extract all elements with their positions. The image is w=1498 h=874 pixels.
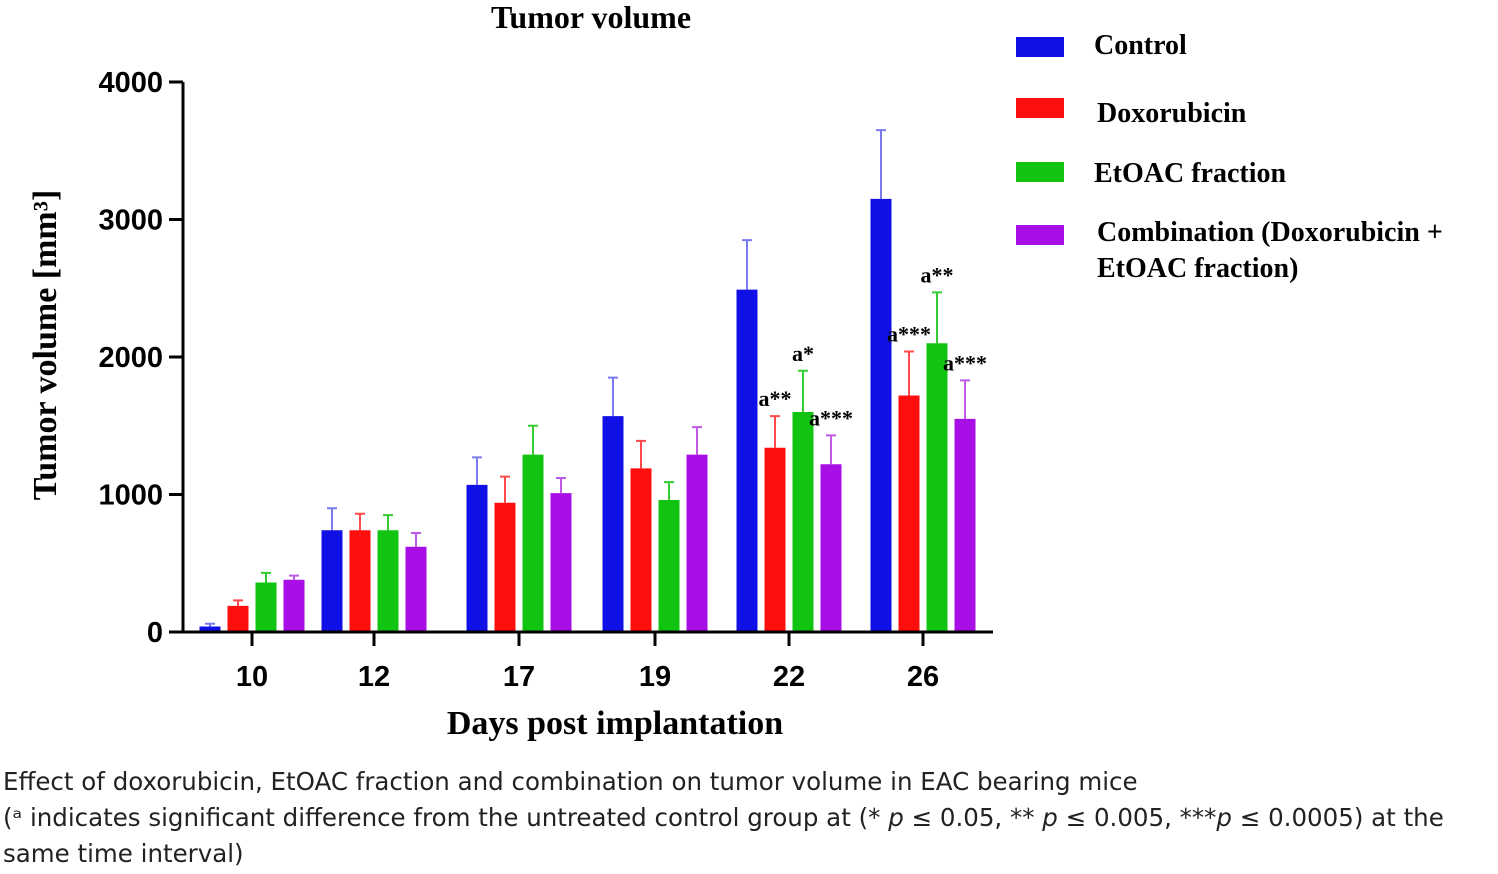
y-tick-label-1000: 1000: [98, 480, 163, 512]
bar-combination-doxorubicin-etoac-fraction-day-17: [550, 493, 572, 632]
caption-p-symbol-3: p: [1216, 803, 1232, 832]
bar-combination-doxorubicin-etoac-fraction-day-22: [820, 464, 842, 632]
bar-combination-doxorubicin-etoac-fraction-day-10: [283, 579, 305, 632]
caption-line-3: same time interval): [3, 839, 244, 868]
caption-line-2-part-b: ≤ 0.05, **: [903, 803, 1043, 832]
caption-p-symbol-1: p: [888, 803, 904, 832]
y-axis-label: Tumor volume [mm³]: [27, 190, 64, 501]
caption-p-symbol-2: p: [1042, 803, 1058, 832]
bar-doxorubicin-day-17: [494, 502, 516, 632]
bar-etoac-fraction-day-26: [926, 343, 948, 632]
bar-control-day-26: [870, 198, 892, 632]
bar-etoac-fraction-day-17: [522, 454, 544, 632]
bar-control-day-10: [199, 626, 221, 632]
bar-combination-doxorubicin-etoac-fraction-day-22-significance-label: a***: [809, 405, 853, 430]
y-tick-label-2000: 2000: [98, 342, 163, 374]
bar-chart: Tumor volume Tumor volume [mm³] Days post …: [27, 0, 993, 742]
figure-caption: Effect of doxorubicin, EtOAC fraction an…: [3, 764, 1498, 872]
caption-line-1: Effect of doxorubicin, EtOAC fraction an…: [3, 767, 1138, 796]
bar-control-day-17: [466, 484, 488, 632]
bar-control-day-12: [321, 530, 343, 632]
legend-label-etoac: EtOAC fraction: [1094, 158, 1287, 189]
bar-combination-doxorubicin-etoac-fraction-day-26: [954, 418, 976, 632]
bar-doxorubicin-day-22: [764, 447, 786, 632]
legend-swatch-doxorubicin: [1016, 98, 1064, 118]
legend-label-doxorubicin: Doxorubicin: [1097, 98, 1247, 129]
x-axis-label: Days post implantation: [447, 705, 783, 742]
bar-combination-doxorubicin-etoac-fraction-day-12: [405, 546, 427, 632]
legend-label-combination-line1: Combination (Doxorubicin +: [1097, 217, 1443, 248]
legend-label-combination-line2: EtOAC fraction): [1097, 253, 1299, 284]
caption-line-2: (ᵃ indicates significant difference from…: [3, 800, 1498, 836]
y-tick-label-3000: 3000: [98, 205, 163, 237]
y-tick-label-4000: 4000: [98, 67, 163, 99]
bar-combination-doxorubicin-etoac-fraction-day-26-significance-label: a***: [943, 350, 987, 375]
legend-swatch-control: [1016, 37, 1064, 57]
x-tick-label-10: 10: [236, 661, 268, 693]
x-tick-label-19: 19: [639, 661, 671, 693]
legend-label-control: Control: [1094, 30, 1187, 61]
caption-line-2-part-d: ≤ 0.0005) at the: [1231, 803, 1444, 832]
bar-doxorubicin-day-26-significance-label: a***: [887, 322, 931, 347]
x-tick-label-17: 17: [503, 661, 535, 693]
caption-line-2-part-a: (ᵃ indicates significant difference from…: [3, 803, 889, 832]
bar-etoac-fraction-day-12: [377, 530, 399, 632]
chart-title: Tumor volume: [491, 0, 691, 35]
bar-combination-doxorubicin-etoac-fraction-day-19: [686, 454, 708, 632]
bar-etoac-fraction-day-10: [255, 582, 277, 632]
x-tick-label-26: 26: [907, 661, 939, 693]
bar-etoac-fraction-day-22-significance-label: a*: [792, 341, 814, 366]
bar-control-day-22: [736, 289, 758, 632]
legend-swatch-combination: [1016, 225, 1064, 245]
x-tick-label-12: 12: [358, 661, 390, 693]
bar-doxorubicin-day-22-significance-label: a**: [759, 386, 792, 411]
y-tick-label-0: 0: [147, 617, 163, 649]
bar-control-day-19: [602, 416, 624, 632]
bar-etoac-fraction-day-26-significance-label: a**: [921, 262, 954, 287]
bar-etoac-fraction-day-22: [792, 412, 814, 632]
x-tick-label-22: 22: [773, 661, 805, 693]
legend-swatch-etoac: [1016, 162, 1064, 182]
caption-line-2-part-c: ≤ 0.005, ***: [1057, 803, 1217, 832]
bar-doxorubicin-day-19: [630, 468, 652, 632]
bar-etoac-fraction-day-19: [658, 500, 680, 632]
bar-doxorubicin-day-26: [898, 395, 920, 632]
bar-doxorubicin-day-10: [227, 605, 249, 632]
bar-doxorubicin-day-12: [349, 530, 371, 632]
